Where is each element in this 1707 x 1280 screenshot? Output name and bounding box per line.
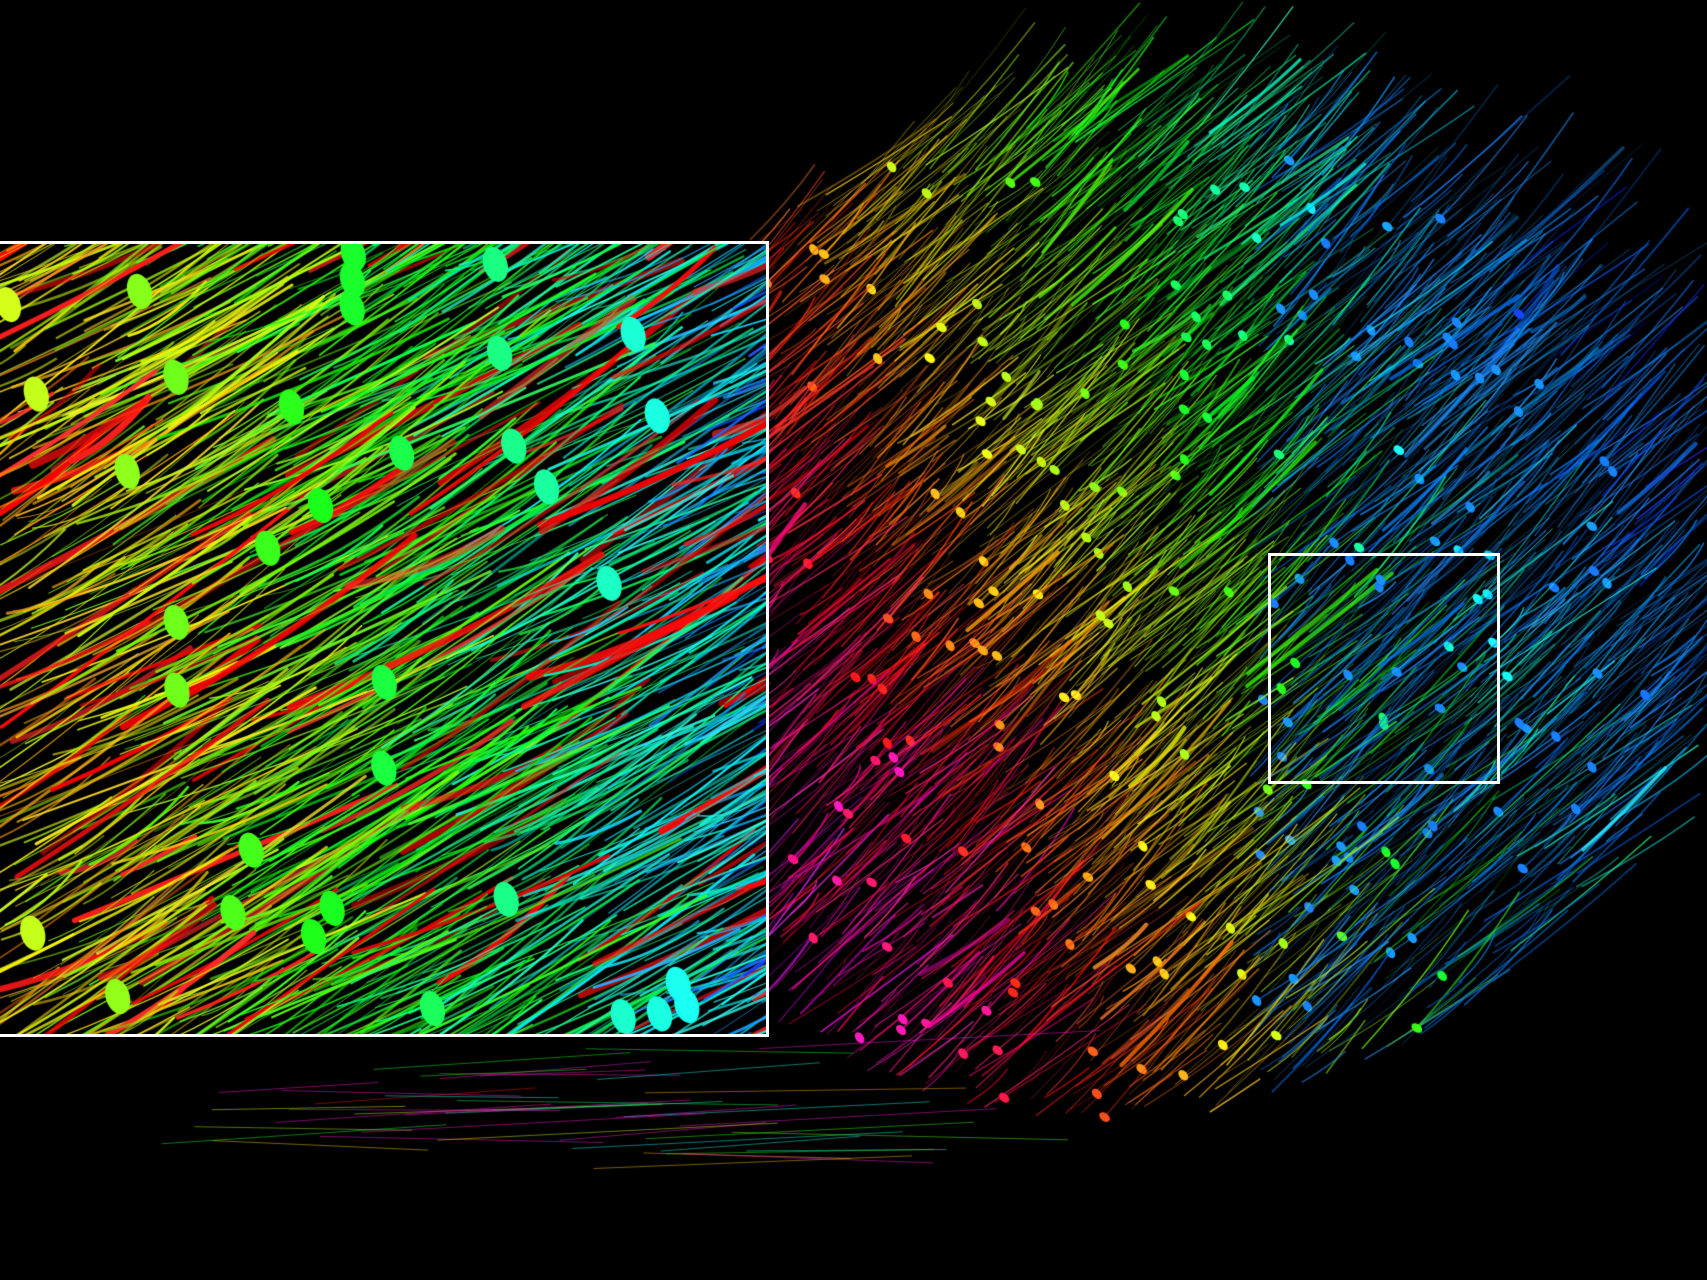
magnified-neurons-render (0, 244, 766, 1034)
zoom-region-marker (1268, 553, 1500, 784)
magnified-inset (0, 241, 769, 1037)
